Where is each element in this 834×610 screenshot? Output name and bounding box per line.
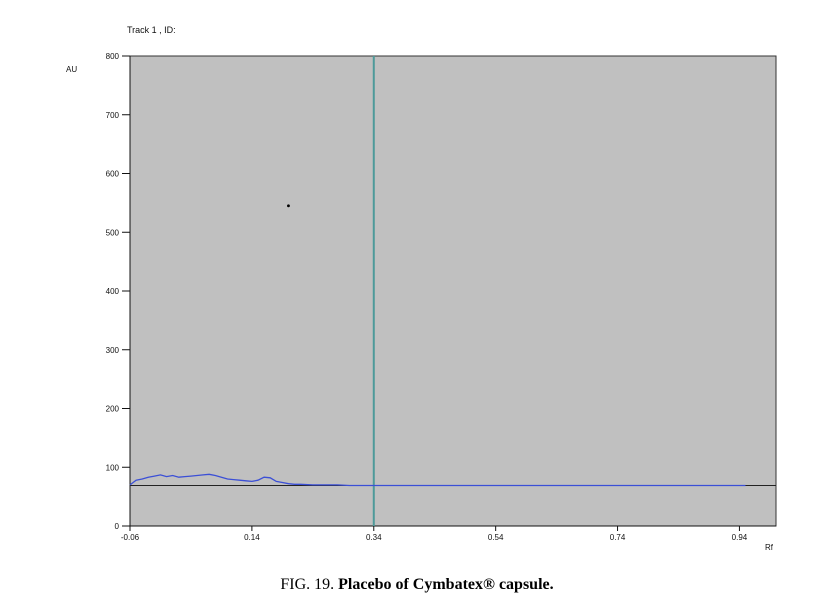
- y-axis-label: AU: [66, 65, 77, 74]
- chart: Track 1 , ID: AU Rf 0 100 200 300 400 500 600 7…: [66, 25, 777, 552]
- x-tick-label: 0.14: [244, 533, 260, 542]
- chart-title: Track 1 , ID:: [127, 25, 176, 35]
- x-tick-label: 0.54: [488, 533, 504, 542]
- caption-prefix: FIG. 19.: [280, 576, 335, 593]
- x-axis-label: Rf: [765, 543, 774, 552]
- x-axis: -0.06 0.14 0.34 0.54 0.74 0.94: [121, 525, 776, 542]
- y-tick-label: 0: [115, 522, 120, 531]
- caption-title: Placebo of Cymbatex® capsule.: [338, 576, 554, 593]
- y-tick-label: 800: [106, 52, 120, 61]
- y-tick-label: 500: [106, 228, 120, 237]
- y-tick-label: 300: [106, 346, 120, 355]
- y-tick-label: 200: [106, 405, 120, 414]
- y-axis: 0 100 200 300 400 500 600 700 800: [106, 52, 131, 531]
- y-tick-label: 700: [106, 111, 120, 120]
- y-tick-label: 400: [106, 287, 120, 296]
- x-tick-label: -0.06: [121, 533, 140, 542]
- x-tick-label: 0.74: [610, 533, 626, 542]
- figure-caption: FIG. 19. Placebo of Cymbatex® capsule.: [0, 576, 834, 594]
- y-tick-label: 100: [106, 463, 120, 472]
- y-tick-label: 600: [106, 170, 120, 179]
- plot-area: [129, 55, 777, 527]
- x-tick-label: 0.94: [732, 533, 748, 542]
- x-tick-label: 0.34: [366, 533, 382, 542]
- series-line: [129, 473, 746, 487]
- data-dot: [287, 204, 290, 208]
